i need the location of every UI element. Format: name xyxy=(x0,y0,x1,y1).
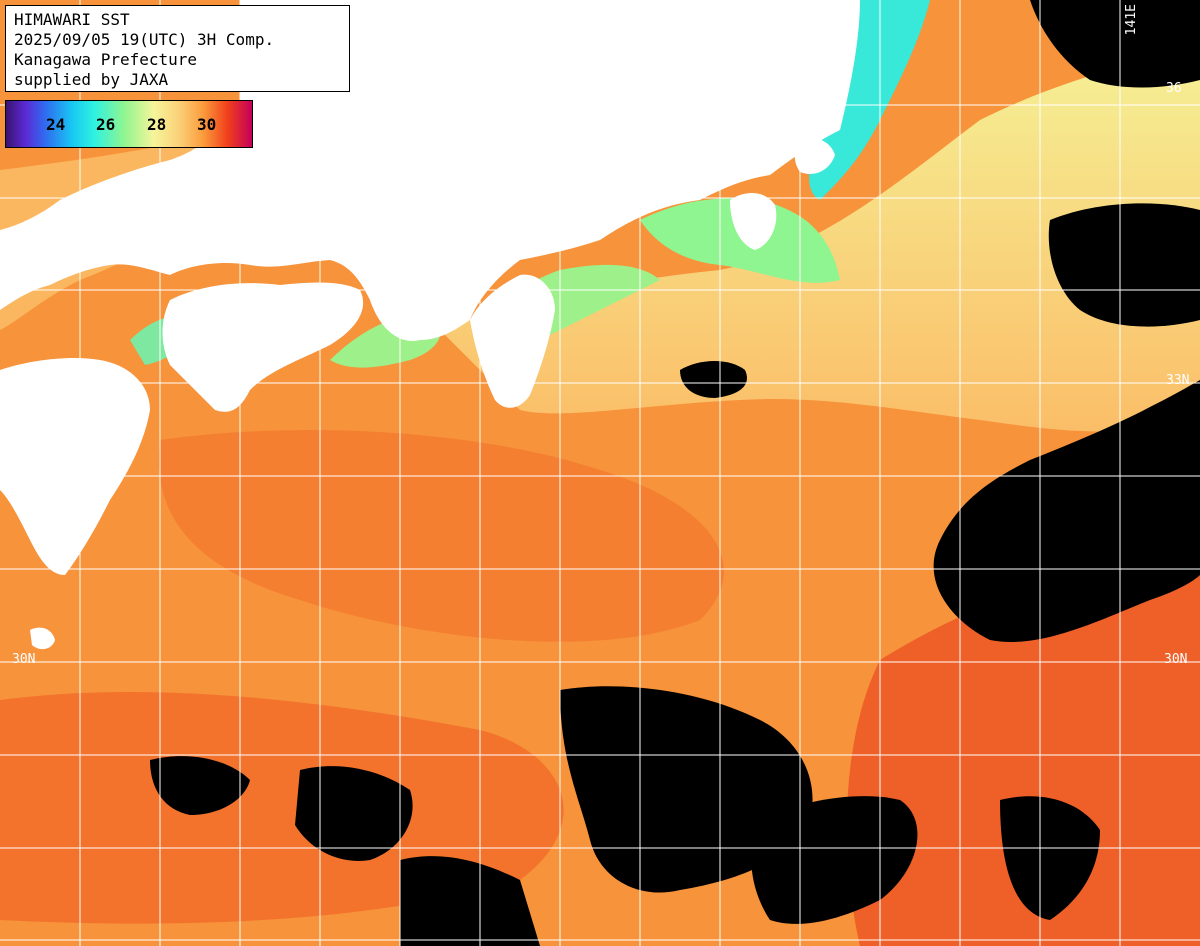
lat-label-36-right: 36 xyxy=(1166,81,1182,96)
lon-label-136e: 136E xyxy=(484,4,499,36)
lat-label-30n-right: 30N xyxy=(1164,652,1188,667)
cloud-bottom-right-strip xyxy=(1000,796,1100,920)
land-shikoku xyxy=(162,282,364,412)
land-honshu xyxy=(0,0,860,341)
legend-label-28: 28 xyxy=(147,115,167,134)
lon-label-141e: 141E xyxy=(1124,4,1139,36)
product-title: HIMAWARI SST xyxy=(14,10,130,29)
cloud-east-large xyxy=(933,380,1200,642)
lat-label-30n-left: 30N xyxy=(12,652,36,667)
cloud-ne-patch xyxy=(1048,203,1200,327)
cloud-south-central xyxy=(560,686,813,893)
organization: Kanagawa Prefecture xyxy=(14,50,198,69)
data-source: supplied by JAXA xyxy=(14,70,169,89)
land-kii-peninsula xyxy=(470,274,555,408)
cloud-southwest xyxy=(295,766,413,861)
land-izu xyxy=(730,193,777,250)
legend-label-24: 24 xyxy=(46,115,66,134)
land-islet xyxy=(30,627,55,650)
land-kyushu xyxy=(0,358,150,575)
legend-label-30: 30 xyxy=(197,115,217,134)
cloud-southeast xyxy=(751,796,918,924)
land-boso xyxy=(794,138,835,175)
timestamp: 2025/09/05 19(UTC) 3H Comp. xyxy=(14,30,275,49)
cloud-bottom-left xyxy=(400,856,540,946)
warm-core-central xyxy=(158,430,724,642)
cool-water-east xyxy=(809,0,930,200)
cool-water-kii-east xyxy=(640,198,840,283)
map-title-box: HIMAWARI SST 2025/09/05 19(UTC) 3H Comp.… xyxy=(5,5,350,92)
cloud-south-west-strip xyxy=(150,756,250,815)
warm-core-southeast xyxy=(846,560,1200,946)
cloud-ne-top xyxy=(1030,0,1200,88)
cloud-offshore-blob xyxy=(680,361,747,398)
temperature-legend: 24 26 28 30 xyxy=(5,100,253,148)
legend-label-26: 26 xyxy=(96,115,116,134)
lat-label-33n-right: 33N xyxy=(1166,373,1190,388)
